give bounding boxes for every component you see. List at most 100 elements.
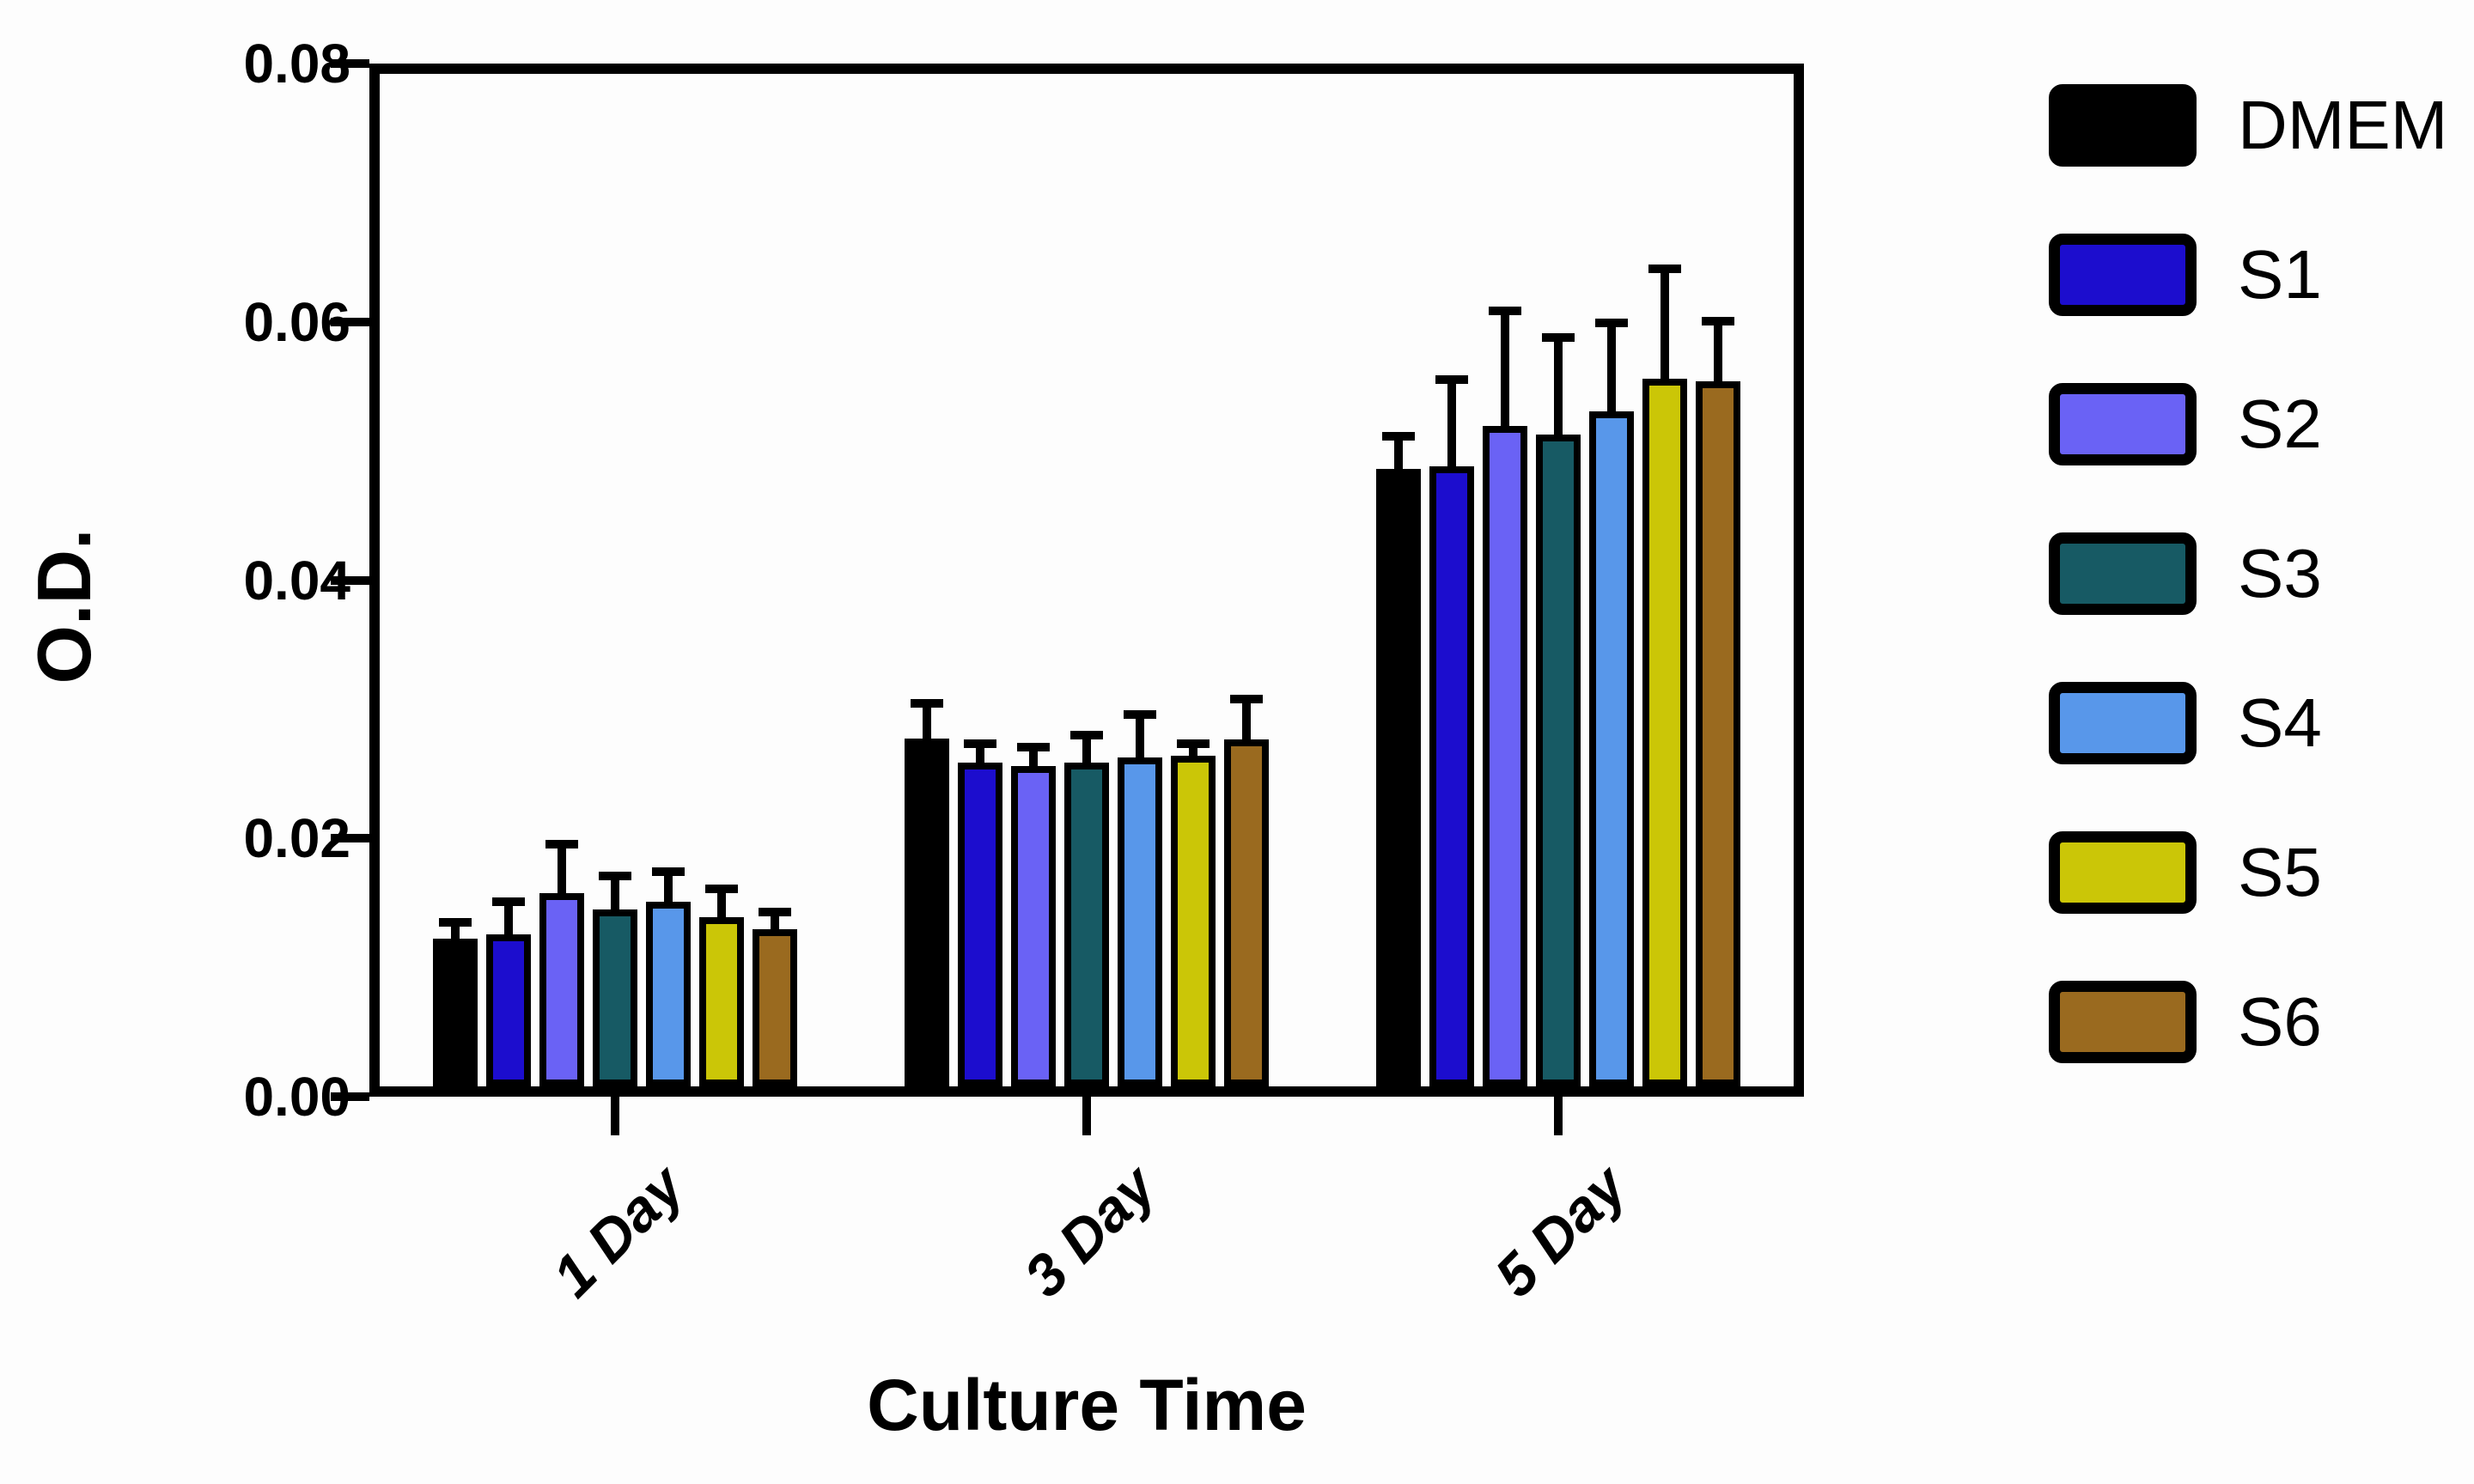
bar-s4-1-day (646, 867, 692, 1086)
error-bar (1435, 375, 1468, 473)
bar-s2-1-day (539, 840, 585, 1086)
error-bar-cap (1229, 695, 1263, 703)
error-bar-cap (1381, 432, 1415, 441)
bar-dmem-3-day (904, 699, 949, 1086)
bar-groups (380, 74, 1794, 1086)
bar-s1-5-day (1429, 375, 1474, 1086)
error-bar (1381, 432, 1415, 476)
legend-swatch-s5 (2049, 831, 2197, 914)
bar-s2-5-day (1482, 307, 1527, 1086)
bar-s3-5-day (1535, 333, 1581, 1086)
legend-swatch-s3 (2049, 532, 2197, 615)
x-axis-title: Culture Time (867, 1365, 1307, 1445)
error-bar-cap (599, 872, 632, 880)
legend-entry-s5: S5 (2049, 831, 2447, 914)
y-tick-0.02 (331, 834, 369, 843)
legend-swatch-dmem (2049, 84, 2197, 167)
error-bar (759, 908, 792, 936)
y-tick-label: 0.00 (243, 1066, 350, 1128)
x-category-label: 5 Day (1483, 1153, 1640, 1310)
bar-s4-3-day (1117, 710, 1162, 1086)
legend-swatch-s4 (2049, 682, 2197, 764)
x-tick-5-day (1553, 1097, 1563, 1135)
error-bar (1069, 731, 1103, 769)
bar-s1-3-day (957, 739, 1002, 1086)
y-tick-0.04 (331, 575, 369, 585)
error-bar (492, 897, 526, 941)
legend-entry-s6: S6 (2049, 981, 2447, 1063)
legend-entry-dmem: DMEM (2049, 84, 2447, 167)
legend: DMEM S1 S2 S3 S4 S5 S6 (2049, 84, 2447, 1063)
error-bar-cap (1176, 739, 1210, 748)
legend-entry-s2: S2 (2049, 383, 2447, 465)
error-bar-cap (1488, 307, 1521, 315)
plot-area (369, 64, 1804, 1097)
error-bar (1701, 317, 1734, 388)
legend-entry-s1: S1 (2049, 234, 2447, 316)
bar-group-5-day (1322, 74, 1794, 1086)
error-bar-cap (759, 908, 792, 916)
y-tick-0.00 (331, 1092, 369, 1101)
error-bar-cap (492, 897, 526, 906)
x-tick-3-day (1082, 1097, 1091, 1135)
error-bar (1016, 743, 1050, 773)
error-bar-cap (1069, 731, 1103, 739)
legend-label-s5: S5 (2238, 834, 2322, 910)
error-bar-cap (910, 699, 943, 708)
x-category-label: 3 Day (1011, 1153, 1168, 1310)
error-bar-cap (963, 739, 996, 748)
legend-swatch-s2 (2049, 383, 2197, 465)
bar-s6-3-day (1223, 695, 1269, 1086)
bar-s1-1-day (486, 897, 532, 1086)
error-bar-cap (1016, 743, 1050, 751)
bar-s6-1-day (753, 908, 798, 1086)
error-bar-cap (1541, 333, 1575, 342)
error-bar-cap (1123, 710, 1156, 719)
bar-s5-3-day (1170, 739, 1216, 1086)
error-bar (1229, 695, 1263, 746)
error-bar-cap (1594, 319, 1628, 327)
bar-group-3-day (851, 74, 1323, 1086)
legend-label-s3: S3 (2238, 535, 2322, 611)
bar-dmem-1-day (433, 918, 478, 1086)
legend-label-s2: S2 (2238, 386, 2322, 462)
legend-label-s6: S6 (2238, 983, 2322, 1060)
error-bar-cap (652, 867, 686, 876)
error-bar (1123, 710, 1156, 764)
bar-s3-1-day (593, 872, 638, 1086)
error-bar-cap (1701, 317, 1734, 325)
legend-entry-s4: S4 (2049, 682, 2447, 764)
bar-group-1-day (380, 74, 851, 1086)
bar-s2-3-day (1010, 743, 1056, 1086)
error-bar-cap (1435, 375, 1468, 384)
legend-label-dmem: DMEM (2238, 87, 2448, 163)
error-bar-cap (545, 840, 579, 848)
error-bar (1488, 307, 1521, 433)
legend-swatch-s6 (2049, 981, 2197, 1063)
bar-s3-3-day (1063, 731, 1109, 1086)
error-bar-cap (1648, 265, 1681, 273)
bar-s6-5-day (1695, 317, 1740, 1086)
bar-s5-5-day (1642, 265, 1687, 1086)
error-bar-cap (439, 918, 472, 927)
error-bar (439, 918, 472, 946)
bar-s4-5-day (1588, 319, 1634, 1086)
error-bar (545, 840, 579, 900)
x-category-label: 1 Day (539, 1153, 697, 1310)
error-bar (652, 867, 686, 909)
y-tick-label: 0.04 (243, 549, 350, 611)
error-bar (1648, 265, 1681, 386)
legend-label-s4: S4 (2238, 684, 2322, 761)
legend-swatch-s1 (2049, 234, 2197, 316)
error-bar (599, 872, 632, 916)
y-tick-0.06 (331, 317, 369, 326)
error-bar (1541, 333, 1575, 441)
bar-dmem-5-day (1375, 432, 1421, 1086)
legend-entry-s3: S3 (2049, 532, 2447, 615)
error-bar (1176, 739, 1210, 763)
y-tick-label: 0.02 (243, 807, 350, 870)
error-bar (705, 885, 739, 924)
y-tick-label: 0.06 (243, 290, 350, 353)
error-bar-cap (705, 885, 739, 893)
